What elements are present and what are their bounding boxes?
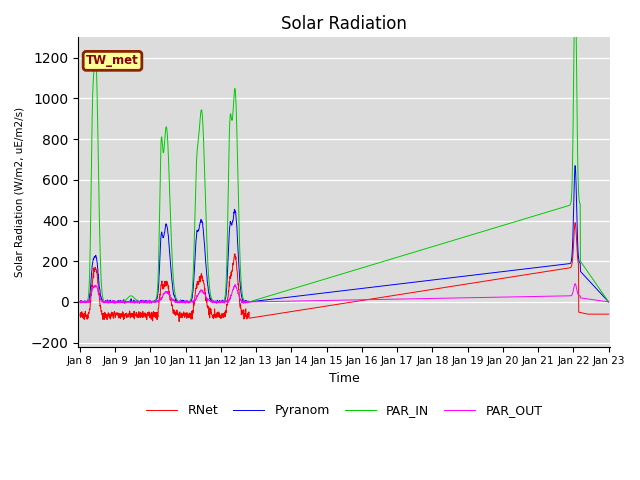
RNet xyxy=(76,312,84,318)
X-axis label: Time: Time xyxy=(329,372,360,385)
PAR_IN xyxy=(558,205,566,211)
Line: PAR_OUT: PAR_OUT xyxy=(80,284,609,303)
RNet xyxy=(558,266,566,272)
RNet xyxy=(573,246,581,252)
RNet xyxy=(360,298,367,303)
Title: Solar Radiation: Solar Radiation xyxy=(282,15,407,33)
Pyranom xyxy=(605,299,612,305)
Text: TW_met: TW_met xyxy=(86,54,139,67)
PAR_OUT xyxy=(573,288,581,294)
PAR_IN xyxy=(371,261,379,267)
PAR_OUT xyxy=(360,297,367,303)
Line: PAR_IN: PAR_IN xyxy=(80,0,609,302)
PAR_OUT xyxy=(605,299,612,305)
Pyranom xyxy=(371,284,379,290)
RNet xyxy=(371,296,379,301)
Pyranom xyxy=(76,299,84,305)
Pyranom xyxy=(76,299,84,304)
PAR_IN xyxy=(498,223,506,229)
RNet xyxy=(572,220,579,226)
Pyranom xyxy=(573,221,581,227)
PAR_IN xyxy=(573,87,580,93)
PAR_OUT xyxy=(76,299,84,304)
RNet xyxy=(224,296,232,301)
RNet xyxy=(175,319,183,324)
PAR_IN xyxy=(76,299,84,305)
Line: Pyranom: Pyranom xyxy=(80,166,609,302)
PAR_OUT xyxy=(572,281,579,287)
PAR_IN xyxy=(223,237,231,242)
Pyranom xyxy=(558,262,566,267)
Pyranom xyxy=(572,163,579,168)
PAR_OUT xyxy=(371,297,379,302)
RNet xyxy=(605,311,612,317)
PAR_OUT xyxy=(121,300,129,306)
PAR_OUT xyxy=(558,293,566,299)
PAR_IN xyxy=(360,264,367,270)
PAR_OUT xyxy=(498,294,506,300)
Legend: RNet, Pyranom, PAR_IN, PAR_OUT: RNet, Pyranom, PAR_IN, PAR_OUT xyxy=(141,399,547,422)
Line: RNet: RNet xyxy=(80,223,609,322)
PAR_IN xyxy=(605,299,612,305)
Pyranom xyxy=(498,269,506,275)
Y-axis label: Solar Radiation (W/m2, uE/m2/s): Solar Radiation (W/m2, uE/m2/s) xyxy=(15,107,25,277)
Pyranom xyxy=(224,267,232,273)
PAR_OUT xyxy=(224,299,232,305)
RNet xyxy=(498,276,506,281)
Pyranom xyxy=(360,286,367,291)
